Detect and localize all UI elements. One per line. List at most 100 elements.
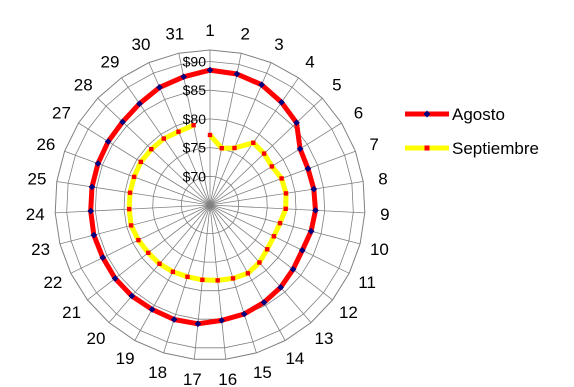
data-point: [233, 70, 241, 78]
series-line: [88, 67, 318, 327]
data-point: [289, 266, 297, 273]
data-point: [277, 220, 283, 226]
data-point: [283, 206, 288, 211]
spoke-line: [64, 150, 211, 206]
tick-label: $75: [183, 140, 207, 156]
data-point: [245, 271, 251, 276]
data-point: [191, 123, 196, 128]
radar-series: [87, 66, 319, 328]
category-label: 9: [380, 205, 389, 224]
data-point: [149, 147, 154, 152]
data-point: [251, 140, 256, 145]
data-point: [136, 237, 141, 243]
data-point: [257, 260, 262, 265]
data-point: [277, 284, 284, 291]
data-point: [176, 129, 181, 134]
category-label: 12: [339, 303, 358, 322]
category-label: 13: [315, 329, 334, 348]
tick-label: $70: [183, 168, 207, 184]
category-label: 27: [52, 103, 71, 122]
grid-ring: [54, 49, 366, 360]
grid-ring: [66, 61, 354, 349]
series-agosto: [87, 66, 319, 328]
category-label: 6: [354, 103, 363, 122]
category-label: 28: [74, 75, 93, 94]
category-label: 2: [240, 25, 249, 44]
data-point: [157, 261, 162, 266]
category-label: 22: [43, 273, 62, 292]
legend-marker: [423, 110, 431, 118]
data-point: [180, 73, 187, 81]
data-point: [298, 246, 306, 254]
spoke-line: [209, 53, 242, 206]
spoke-line: [209, 204, 350, 274]
category-label: 20: [87, 329, 106, 348]
data-point: [207, 132, 213, 138]
category-label: 11: [358, 273, 376, 292]
data-point: [312, 207, 319, 214]
category-label: 26: [36, 135, 55, 154]
spoke-line: [55, 204, 211, 214]
data-point: [269, 164, 275, 169]
data-point: [104, 138, 112, 145]
radial-tick-labels: $70 $75 $80 $85 $90: [183, 54, 207, 185]
spoke-line: [56, 181, 211, 206]
data-point: [240, 310, 248, 318]
data-point: [127, 190, 133, 195]
category-label: 1: [205, 21, 214, 40]
data-point: [260, 299, 268, 306]
data-point: [131, 174, 137, 180]
data-point: [258, 81, 265, 89]
category-label: 3: [274, 35, 283, 54]
data-point: [170, 316, 178, 323]
legend-marker: [424, 145, 430, 151]
data-point: [194, 320, 202, 328]
category-label: 7: [369, 135, 378, 154]
legend-item: Agosto: [405, 105, 505, 124]
category-label: 25: [28, 170, 47, 189]
series-septiembre: [126, 122, 289, 283]
category-label: 23: [31, 240, 50, 259]
category-label: 5: [332, 75, 341, 94]
data-point: [219, 146, 224, 151]
data-point: [90, 231, 98, 239]
data-point: [88, 183, 96, 191]
data-point: [94, 160, 102, 167]
data-point: [111, 275, 119, 282]
tick-label: $90: [183, 54, 207, 70]
data-point: [128, 292, 136, 300]
radar-spokes: [55, 50, 365, 360]
category-label: 4: [305, 52, 314, 71]
legend-label: Septiembre: [452, 139, 539, 158]
category-label: 21: [62, 303, 81, 322]
data-point: [148, 306, 156, 313]
data-point: [304, 165, 312, 173]
tick-label: $85: [183, 82, 207, 98]
data-point: [170, 269, 176, 274]
spoke-line: [59, 204, 211, 245]
category-label: 17: [183, 370, 202, 387]
data-point: [138, 159, 143, 165]
legend-label: Agosto: [452, 105, 505, 124]
data-point: [218, 317, 226, 324]
category-label: 19: [116, 349, 135, 368]
data-point: [146, 250, 151, 255]
data-point: [283, 191, 289, 196]
data-point: [136, 100, 143, 107]
spoke-line: [97, 97, 211, 206]
grid-ring: [123, 118, 297, 292]
data-point: [296, 145, 304, 153]
grid-ring: [180, 175, 240, 235]
data-point: [200, 277, 205, 282]
legend: Agosto Septiembre: [405, 105, 539, 158]
category-label: 10: [370, 240, 389, 259]
radar-grid: [54, 49, 366, 360]
data-point: [185, 274, 190, 279]
data-point: [232, 145, 237, 151]
data-point: [87, 207, 95, 215]
data-point: [161, 136, 166, 141]
category-label: 31: [165, 25, 184, 44]
tick-label: $80: [183, 111, 207, 127]
spoke-line: [121, 77, 211, 206]
category-label: 14: [285, 349, 304, 368]
